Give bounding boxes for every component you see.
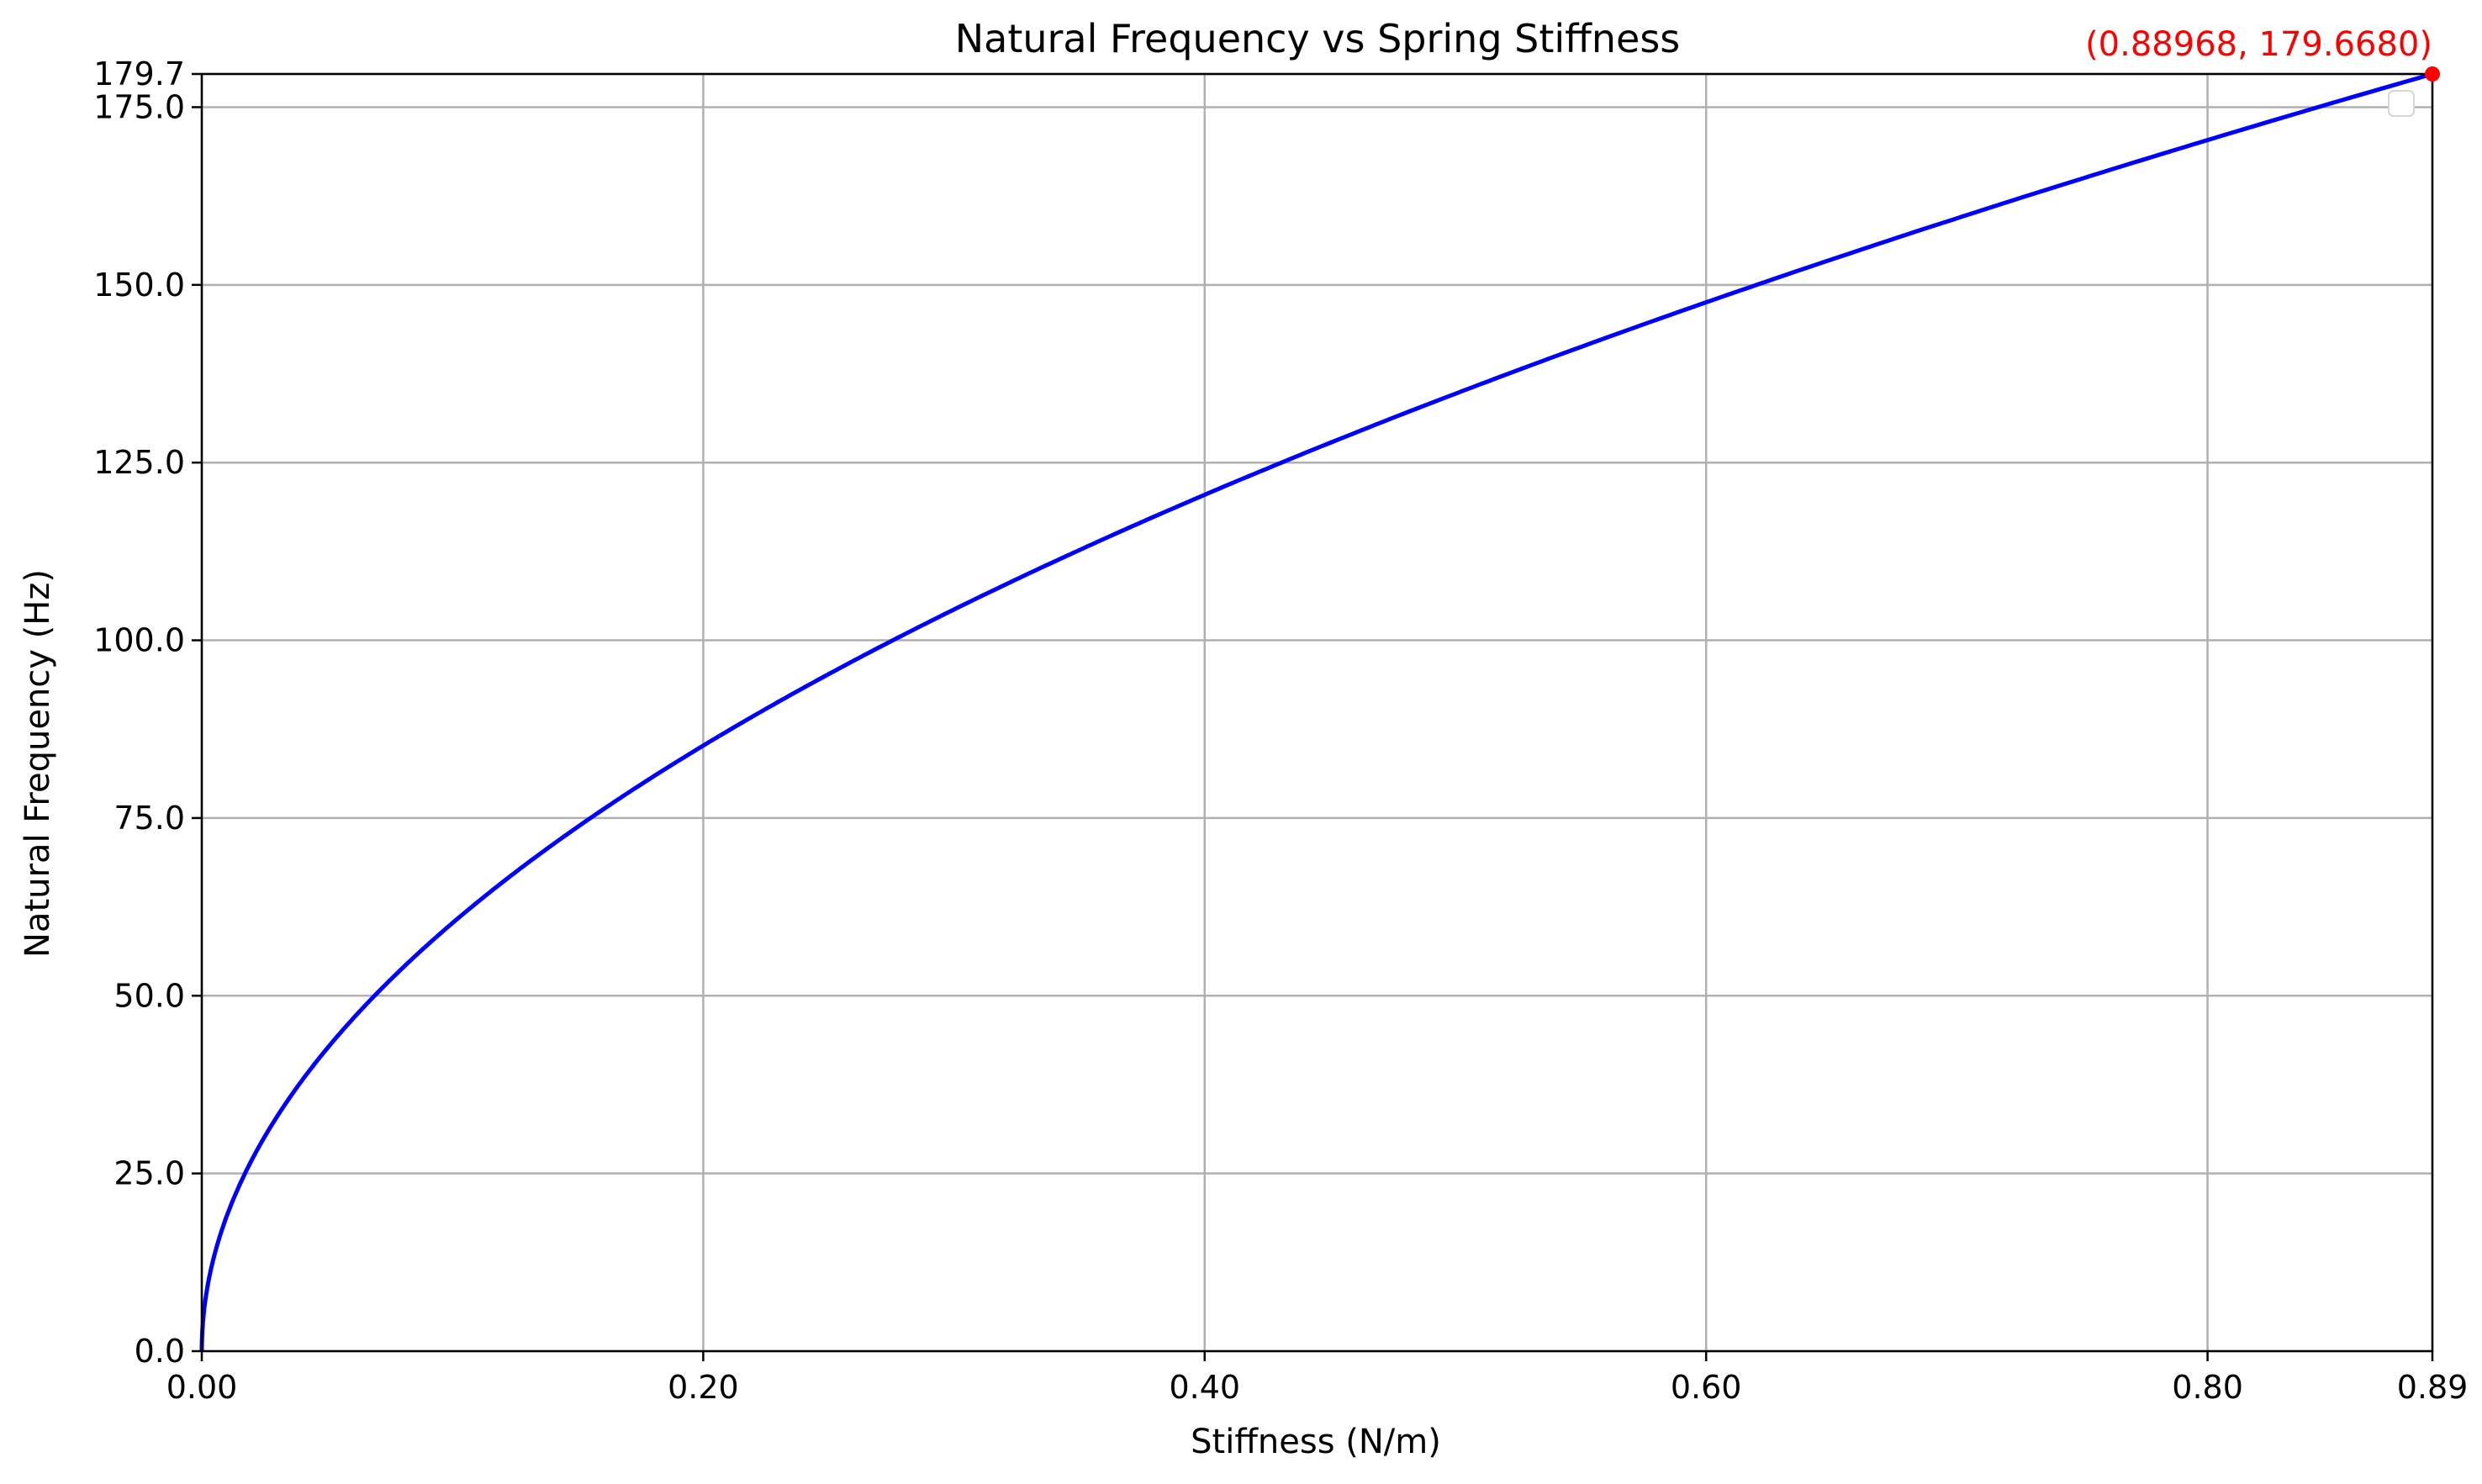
chart-title: Natural Frequency vs Spring Stiffness (955, 16, 1681, 61)
y-tick-label: 75.0 (114, 800, 185, 837)
series-layer (199, 71, 2433, 1351)
y-tick-label: 175.0 (93, 88, 185, 125)
y-axis-label: Natural Frequency (Hz) (18, 569, 57, 958)
x-tick-label: 0.60 (1671, 1369, 1742, 1406)
y-tick-label: 25.0 (114, 1155, 185, 1192)
x-axis-label: Stiffness (N/m) (1191, 1423, 1441, 1461)
x-tick-label: 0.00 (166, 1369, 238, 1406)
y-tick-label: 0.0 (135, 1333, 185, 1370)
legend-box (2388, 90, 2415, 117)
x-axis-ticks: 0.00 0.20 0.40 0.60 0.80 0.89 (166, 1351, 2469, 1406)
highlight-point-label: (0.88968, 179.6680) (2085, 25, 2432, 64)
y-tick-label: 179.7 (93, 55, 185, 92)
x-tick-label: 0.89 (2397, 1369, 2469, 1406)
highlight-point-marker (2425, 66, 2440, 82)
x-tick-label: 0.80 (2172, 1369, 2243, 1406)
plot-frame (200, 72, 2434, 1353)
series-line (199, 71, 2433, 1351)
x-tick-label: 0.20 (668, 1369, 739, 1406)
y-tick-label: 150.0 (93, 267, 185, 304)
y-tick-label: 100.0 (93, 622, 185, 659)
highlight-layer: (0.88968, 179.6680) (2085, 25, 2440, 82)
x-tick-label: 0.40 (1169, 1369, 1240, 1406)
y-tick-label: 125.0 (93, 444, 185, 481)
y-tick-label: 50.0 (114, 977, 185, 1014)
